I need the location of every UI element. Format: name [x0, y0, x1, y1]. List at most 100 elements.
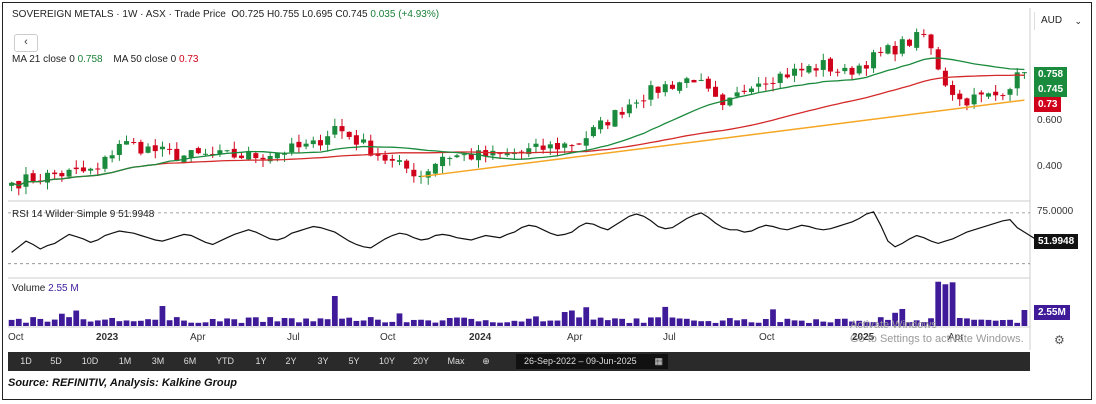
candle [159, 141, 165, 157]
candle-body [80, 167, 86, 172]
volume-bar [468, 318, 475, 326]
candle [346, 131, 352, 140]
volume-bar [755, 322, 762, 326]
moving-averages [11, 57, 1025, 187]
volume-bar [798, 320, 805, 326]
candle-body [346, 131, 352, 137]
candle-body [411, 169, 417, 177]
range-button-6m[interactable]: 6M [183, 356, 197, 366]
volume-bar [310, 321, 317, 326]
candle [396, 155, 402, 166]
candle [827, 57, 833, 76]
collapse-legend-button[interactable]: ‹ [14, 34, 38, 52]
rsi-legend-value: 51.9948 [118, 209, 155, 220]
range-button-2y[interactable]: 2Y [285, 356, 297, 366]
candle [1014, 67, 1020, 96]
candle-body [914, 32, 920, 48]
candle-body [648, 85, 654, 100]
volume-bar [719, 320, 726, 326]
candle-body [705, 78, 711, 89]
candle [684, 76, 690, 88]
volume-bar [166, 320, 173, 326]
candle [871, 49, 877, 73]
volume-bar [676, 318, 683, 326]
candle-body [605, 122, 611, 126]
range-button-ytd[interactable]: YTD [216, 356, 234, 366]
candle [971, 87, 977, 109]
volume-bar [827, 322, 834, 326]
range-button-20y[interactable]: 20Y [412, 356, 429, 366]
volume-bar [360, 320, 367, 326]
range-button-10y[interactable]: 10Y [378, 356, 395, 366]
last-price-tag: 0.745 [1034, 82, 1068, 97]
volume-bar [956, 318, 963, 326]
volume-bar [942, 284, 949, 326]
volume-bar [525, 318, 532, 326]
volume-legend-value: 2.55 M [48, 283, 79, 294]
candle-body [1000, 95, 1006, 97]
candle [763, 77, 769, 91]
volume-bar [712, 322, 719, 326]
candle-body [799, 68, 805, 71]
candle [641, 94, 647, 109]
candle-body [260, 157, 266, 160]
range-button-3y[interactable]: 3Y [317, 356, 329, 366]
range-button-1y[interactable]: 1Y [255, 356, 267, 366]
range-button-1d[interactable]: 1D [20, 356, 32, 366]
volume-bar [597, 317, 604, 326]
range-button-max[interactable]: Max [447, 356, 465, 366]
range-button-5y[interactable]: 5Y [348, 356, 360, 366]
volume-bar [66, 317, 72, 326]
candle-body [569, 145, 575, 147]
candle-body [138, 141, 144, 154]
candle-body [425, 171, 431, 178]
candle [368, 134, 374, 157]
volume-bar [410, 319, 417, 326]
volume-bar [439, 320, 446, 326]
range-button-10d[interactable]: 10D [81, 356, 99, 366]
volume-bar [432, 322, 439, 326]
settings-icon[interactable]: ⚙ [1054, 333, 1065, 347]
candle [892, 41, 898, 62]
volume-bar [181, 320, 187, 326]
candle [16, 180, 22, 196]
candle [612, 109, 618, 127]
candle-body [109, 155, 115, 159]
ma50-line [11, 74, 1025, 187]
x-label-oct-2024: Oct [759, 332, 775, 343]
candle [73, 160, 79, 175]
candle-body [325, 136, 331, 145]
calendar-add-icon[interactable]: ⊕ [482, 356, 490, 366]
range-button-3m[interactable]: 3M [151, 356, 165, 366]
range-button-5d[interactable]: 5D [50, 356, 62, 366]
volume-bar [116, 321, 123, 326]
ma21-label: MA 21 close 0 [12, 54, 75, 65]
volume-bar [317, 318, 324, 326]
rsi-tick-75: 75.0000 [1037, 206, 1074, 217]
currency-select[interactable]: AUD ⌄ [1034, 12, 1086, 30]
candle [303, 139, 309, 150]
close-value: C0.745 [335, 9, 368, 20]
candle-body [842, 67, 848, 72]
range-button-1m[interactable]: 1M [118, 356, 132, 366]
candle [174, 142, 180, 162]
volume-bar [30, 317, 37, 326]
candle [59, 170, 65, 182]
candle [813, 63, 819, 77]
candle [713, 80, 719, 97]
candle [698, 73, 704, 82]
candle [124, 135, 130, 145]
volume-bar [928, 318, 934, 326]
volume-bar [217, 321, 223, 326]
change-value: 0.035 (+4.93%) [370, 9, 440, 20]
volume-bar [576, 317, 582, 326]
volume-bars [8, 281, 1028, 326]
candle-body [871, 52, 877, 69]
volume-bar [748, 322, 755, 326]
candle-body [641, 100, 647, 102]
volume-bar [152, 319, 159, 326]
date-range-field[interactable]: 26-Sep-2022 – 09-Jun-2025 ▦ [516, 354, 668, 369]
candle-body [777, 73, 783, 83]
rsi-value-tag: 51.9948 [1034, 234, 1079, 249]
interval: 1W [122, 9, 138, 20]
